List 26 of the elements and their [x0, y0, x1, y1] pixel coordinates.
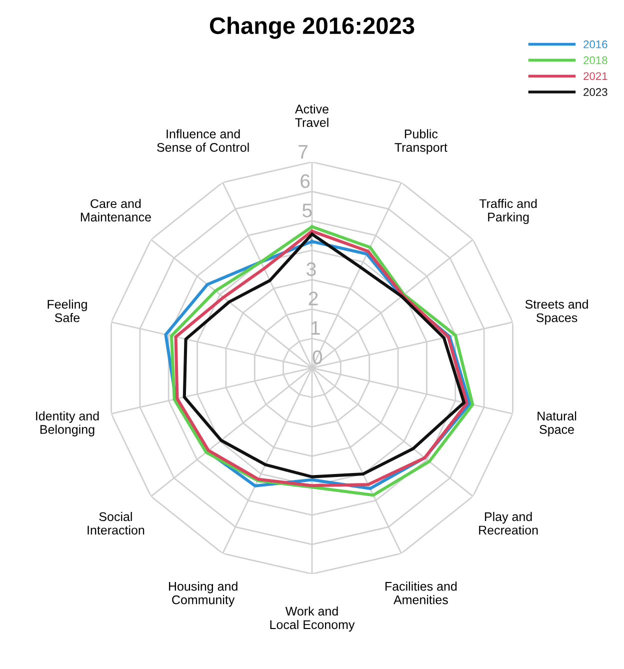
y-tick-label: 0 [312, 350, 322, 364]
y-tick-label: 1 [311, 321, 320, 335]
spoke-label: Traffic and Parking [479, 198, 537, 224]
spoke-label: Social Interaction [88, 512, 144, 535]
y-tick-label: 6 [300, 174, 310, 188]
legend-label: 2021 [584, 72, 608, 80]
spoke-label: Work and Local Economy [270, 606, 355, 632]
legend-label: 2016 [584, 40, 608, 48]
legend-label: 2023 [584, 88, 608, 96]
y-tick-label: 2 [308, 292, 318, 306]
y-tick-label: 3 [306, 262, 316, 276]
spoke-label: Housing and Community [169, 582, 238, 607]
y-tick-label: 7 [298, 145, 308, 158]
spoke-label: Natural Space [538, 411, 576, 436]
spoke-label: Feeling Safe [48, 300, 87, 322]
spoke-label: Influence and Sense of Control [157, 129, 249, 152]
spoke-label: Streets and Spaces [525, 300, 588, 325]
spoke-label: Play and Recreation [479, 512, 538, 535]
legend-label: 2018 [584, 56, 608, 64]
spoke-label: Public Transport [394, 129, 448, 154]
spoke-label: Identity and Belonging [36, 411, 99, 436]
spoke-label: Active Travel [295, 104, 328, 127]
spoke-label: Facilities and Amenities [385, 582, 457, 604]
spoke-label: Care and Maintenance [80, 198, 151, 222]
chart-title: Change 2016:2023 [210, 16, 414, 39]
y-tick-label: 5 [302, 204, 312, 218]
